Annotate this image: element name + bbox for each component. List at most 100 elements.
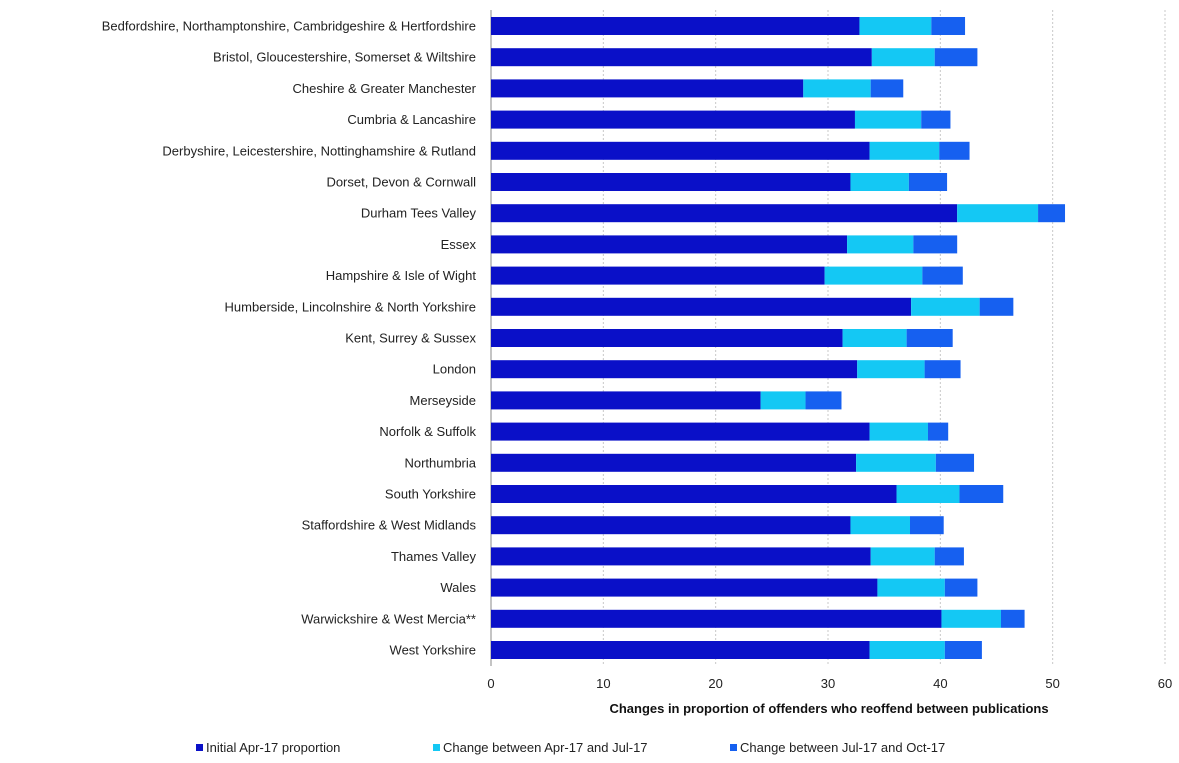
bar-series-1 [491, 173, 851, 191]
category-label: Cheshire & Greater Manchester [292, 81, 476, 96]
bar-series-2 [941, 609, 1001, 628]
x-tick-label-10: 10 [596, 676, 610, 691]
bar-series-2 [869, 641, 945, 659]
category-label: Wales [440, 580, 476, 595]
bar-series-1 [491, 266, 825, 285]
bar-series-3 [931, 17, 966, 35]
category-label: Staffordshire & West Midlands [302, 518, 477, 533]
bar-series-2 [854, 110, 922, 129]
bar-series-3 [944, 578, 978, 597]
category-label: Warwickshire & West Mercia** [301, 611, 476, 626]
bar-series-1 [491, 641, 870, 659]
x-tick-labels: 0 10 20 30 40 50 60 [487, 676, 1172, 691]
bar-series-1 [491, 360, 858, 379]
category-label: London [433, 362, 476, 377]
category-label: Hampshire & Isle of Wight [326, 268, 477, 283]
bar-series-2 [857, 360, 925, 379]
bar-series-1 [491, 609, 942, 628]
bar-series-2 [957, 204, 1039, 223]
bar-series-3 [934, 547, 964, 566]
bar-series-1 [491, 547, 871, 566]
bar-series-1 [491, 578, 878, 597]
bar-series-3 [908, 173, 948, 191]
bar-series-1 [491, 79, 804, 98]
bar-series-2 [869, 141, 940, 160]
category-label: Northumbria [404, 455, 476, 470]
category-label: Bedfordshire, Northamptonshire, Cambridg… [102, 19, 476, 34]
bar-series-3 [1038, 204, 1066, 223]
bar-series-1 [491, 329, 843, 347]
bar-series-2 [859, 17, 932, 35]
bar-series-2 [870, 547, 935, 566]
bar-series-1 [491, 235, 848, 254]
bar-series-1 [491, 48, 872, 67]
legend-label-2: Change between Apr-17 and Jul-17 [443, 740, 648, 755]
x-tick-label-40: 40 [933, 676, 947, 691]
legend-swatch-2 [433, 744, 440, 751]
bar-series-1 [491, 391, 761, 410]
category-label: Norfolk & Suffolk [379, 424, 476, 439]
bar-series-2 [911, 297, 980, 316]
bar-series-2 [760, 391, 806, 410]
bar-series-3 [935, 453, 975, 472]
category-label: Essex [441, 237, 477, 252]
x-tick-label-0: 0 [487, 676, 494, 691]
legend-swatch-3 [730, 744, 737, 751]
bar-series-1 [491, 204, 958, 223]
category-label: Durham Tees Valley [361, 206, 477, 221]
category-label: Humberside, Lincolnshire & North Yorkshi… [225, 299, 476, 314]
bar-series-3 [927, 422, 949, 441]
bar-series-2 [803, 79, 871, 98]
bar-series-1 [491, 297, 912, 316]
bar-series-1 [491, 453, 857, 472]
bar-series-3 [1000, 609, 1025, 628]
x-tick-label-30: 30 [821, 676, 835, 691]
category-label: Merseyside [410, 393, 476, 408]
bar-series-2 [877, 578, 945, 597]
bar-series-3 [910, 516, 944, 535]
bar-series-2 [847, 235, 914, 254]
bar-series-2 [871, 48, 935, 67]
bar-series-2 [824, 266, 923, 285]
bar-series-3 [921, 110, 951, 129]
bar-series-3 [979, 297, 1014, 316]
bar-series-3 [922, 266, 963, 285]
bar-series-1 [491, 422, 870, 441]
bar-series-2 [896, 485, 960, 503]
bar-series-1 [491, 17, 860, 35]
category-label: Bristol, Gloucestershire, Somerset & Wil… [213, 50, 476, 65]
bar-series-1 [491, 516, 851, 535]
category-labels: Bedfordshire, Northamptonshire, Cambridg… [102, 19, 477, 658]
category-label: Dorset, Devon & Cornwall [326, 175, 476, 190]
bars-layer [491, 17, 1066, 659]
bar-series-2 [850, 516, 911, 535]
bar-series-3 [870, 79, 904, 98]
legend-swatch-1 [196, 744, 203, 751]
bar-series-1 [491, 110, 855, 129]
category-label: Cumbria & Lancashire [347, 112, 476, 127]
legend-label-1: Initial Apr-17 proportion [206, 740, 340, 755]
bar-series-3 [944, 641, 982, 659]
legend-label-3: Change between Jul-17 and Oct-17 [740, 740, 945, 755]
bar-series-1 [491, 141, 870, 160]
bar-series-2 [869, 422, 928, 441]
category-label: South Yorkshire [385, 487, 476, 502]
bar-series-1 [491, 485, 897, 503]
bar-series-3 [924, 360, 961, 379]
bar-series-3 [913, 235, 958, 254]
bar-series-2 [850, 173, 909, 191]
category-label: Kent, Surrey & Sussex [345, 331, 476, 346]
bar-series-2 [856, 453, 936, 472]
bar-series-3 [805, 391, 842, 410]
x-tick-label-60: 60 [1158, 676, 1172, 691]
x-tick-label-20: 20 [708, 676, 722, 691]
x-tick-label-50: 50 [1045, 676, 1059, 691]
bar-series-3 [934, 48, 978, 67]
category-label: Thames Valley [391, 549, 477, 564]
category-label: West Yorkshire [390, 643, 476, 658]
category-label: Derbyshire, Leicestershire, Nottinghamsh… [162, 143, 476, 158]
bar-series-3 [959, 485, 1004, 503]
bar-series-2 [842, 329, 907, 347]
bar-series-3 [939, 141, 970, 160]
